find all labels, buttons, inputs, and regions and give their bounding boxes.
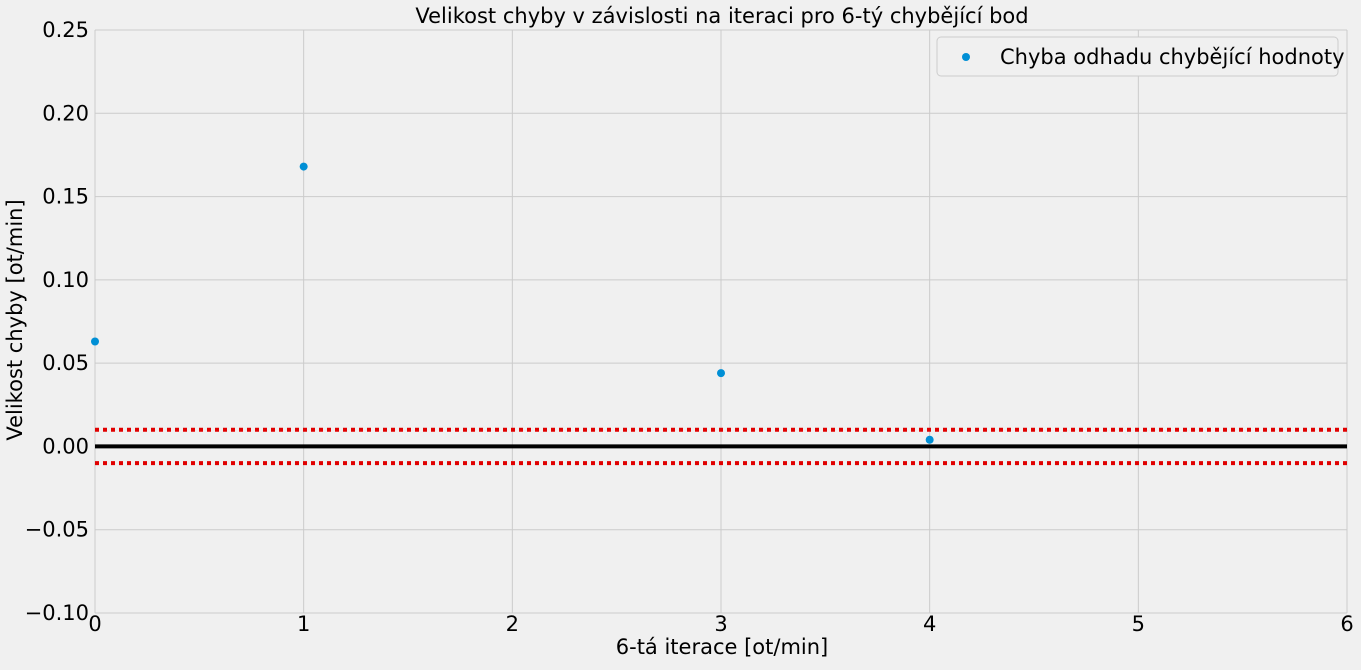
legend: Chyba odhadu chybějící hodnoty [936,36,1345,77]
reference-lines [95,427,1347,466]
chart-title: Velikost chyby v závislosti na iteraci p… [415,4,1028,28]
grid [94,29,1348,614]
legend-box [936,36,1339,77]
x-tick-label: 3 [714,612,727,636]
data-point [717,369,725,378]
y-tick-label: 0.10 [42,268,89,292]
x-tick-label: 4 [923,612,936,636]
x-tick-label: 6 [1340,612,1353,636]
data-points [91,162,934,444]
y-tick-label: 0.25 [42,18,89,42]
data-point [91,337,99,346]
y-tick-label: −0.05 [25,518,89,542]
x-tick-label: 0 [88,612,101,636]
x-axis-label: 6-tá iterace [ot/min] [616,635,829,659]
x-tick-label: 5 [1132,612,1145,636]
y-tick-label: 0.20 [42,101,89,125]
y-tick-label: 0.15 [42,185,89,209]
legend-marker [962,53,970,61]
y-tick-label: 0.05 [42,351,89,375]
y-tick-label: −0.10 [25,601,89,625]
y-axis-label: Velikost chyby [ot/min] [3,199,27,440]
data-point [925,435,934,444]
x-tick-label: 2 [506,612,519,636]
x-tick-labels: 0 1 2 3 4 5 6 [88,612,1353,636]
legend-label: Chyba odhadu chybějící hodnoty [1000,45,1345,69]
y-tick-labels: −0.10 −0.05 0.00 0.05 0.10 0.15 0.20 0.25 [25,18,89,625]
data-point [299,162,308,171]
y-tick-label: 0.00 [42,434,89,458]
x-tick-label: 1 [297,612,310,636]
